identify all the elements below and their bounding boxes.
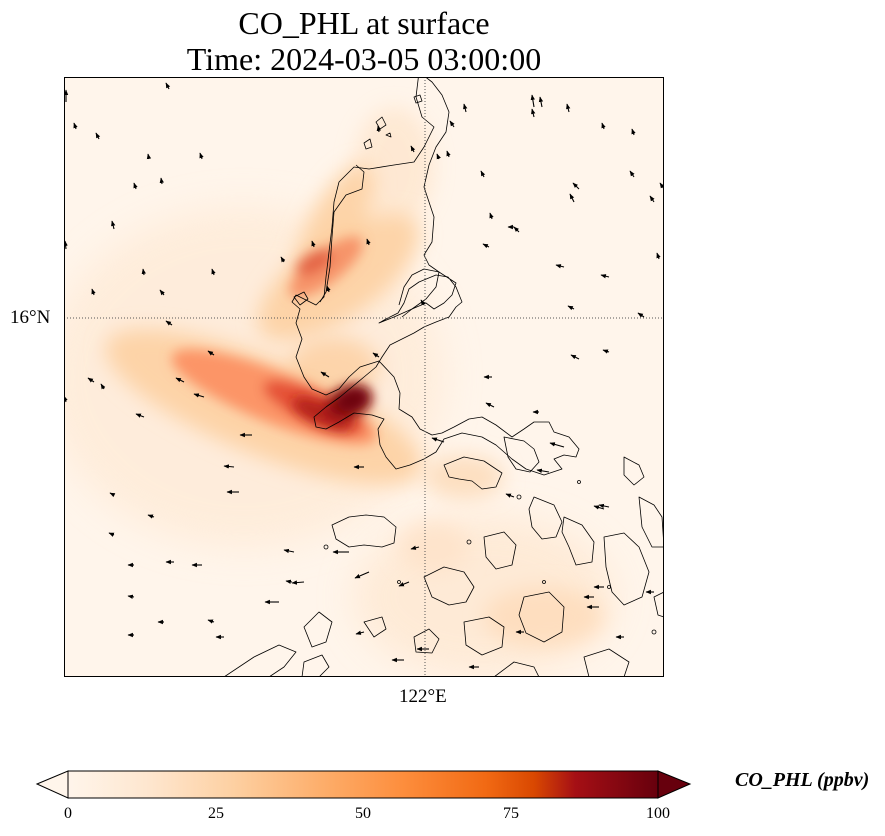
colorbar-tick-75: 75 [503,805,519,822]
wind-arrow [598,503,610,509]
wind-arrow [355,630,365,635]
wind-arrow [570,354,580,360]
map-subtitle-time: Time: 2024-03-05 03:00:00 [186,41,542,77]
wind-arrow [530,94,535,108]
wind-arrow [165,320,173,326]
colorbar-gradient [67,770,659,799]
colorbar-tick-100: 100 [646,805,670,822]
wind-arrow [449,120,455,128]
wind-arrow [100,383,106,390]
map-title: CO_PHL at surface [238,5,490,41]
wind-arrow [211,268,216,276]
wind-arrow [410,145,416,153]
coastlines [223,77,664,677]
co-concentration-field [64,107,614,677]
wind-arrow [146,153,152,160]
wind-arrow [420,299,426,306]
wind-arrow [165,82,171,90]
wind-arrow [207,350,215,356]
wind-arrow [111,220,116,230]
wind-arrow [223,464,235,469]
wind-arrow [569,193,575,203]
wind-arrow [656,252,661,260]
wind-arrow [463,103,468,113]
colorbar [35,770,692,799]
wind-arrow [602,349,610,354]
wind-arrow [531,108,536,118]
wind-arrow [398,581,410,587]
wind-arrow [549,442,565,448]
wind-arrow [366,238,371,246]
wind-arrow [485,402,495,408]
wind-arrow [372,352,380,358]
wind-arrow [513,226,520,233]
wind-arrow [567,305,575,311]
wind-arrow [95,132,101,140]
wind-arrow [601,122,606,130]
wind-arrow [291,580,305,585]
wind-arrow [320,371,330,378]
wind-arrow [87,377,95,383]
wind-arrow [410,545,420,550]
wind-arrow [538,96,544,108]
wind-arrow [572,182,580,190]
wind-arrow [73,122,78,130]
wind-arrow [283,548,295,554]
map-frame [64,77,664,677]
wind-arrow [536,468,550,473]
wind-arrow [631,128,636,136]
wind-arrow [133,182,138,190]
wind-arrow [555,264,565,269]
map-panel [64,77,664,677]
lon-tick-label: 122°E [399,686,447,707]
colorbar-tick-25: 25 [208,805,224,822]
wind-arrow [135,413,145,418]
wind-arrow [127,594,135,599]
wind-arrow [159,177,164,185]
wind-arrow [193,393,205,398]
wind-arrow [109,492,116,498]
wind-arrow [175,377,185,383]
wind-arrow [199,152,204,160]
wind-arrow [108,532,115,537]
wind-arrow [649,195,655,203]
wind-arrow [147,514,155,519]
wind-arrow [446,150,451,158]
wind-arrow [280,256,286,263]
wind-arrow [505,493,515,498]
wind-arrow [159,289,165,296]
wind-arrow [64,240,68,250]
gridlines [64,77,664,677]
wind-arrow [207,619,215,624]
colorbar-tick-0: 0 [64,805,72,822]
wind-arrow [376,125,381,133]
wind-arrow [354,571,370,579]
wind-vectors [64,82,664,670]
colorbar-extend-max [657,770,692,799]
wind-arrow [489,212,494,220]
wind-arrow [600,274,610,279]
wind-arrow [431,437,445,443]
wind-arrow [141,268,146,276]
lat-tick-label: 16°N [10,307,51,328]
wind-arrow [629,170,635,178]
wind-arrow [436,153,441,160]
colorbar-label: CO_PHL (ppbv) [735,769,870,791]
colorbar-extend-min [35,770,69,799]
wind-arrow [566,103,571,113]
wind-arrow [311,240,316,248]
wind-arrow [285,579,293,584]
wind-arrow [326,285,331,293]
wind-arrow [482,243,490,249]
wind-arrow [480,170,486,178]
colorbar-tick-50: 50 [355,805,371,822]
wind-arrow [637,312,645,318]
wind-arrow [91,288,96,296]
